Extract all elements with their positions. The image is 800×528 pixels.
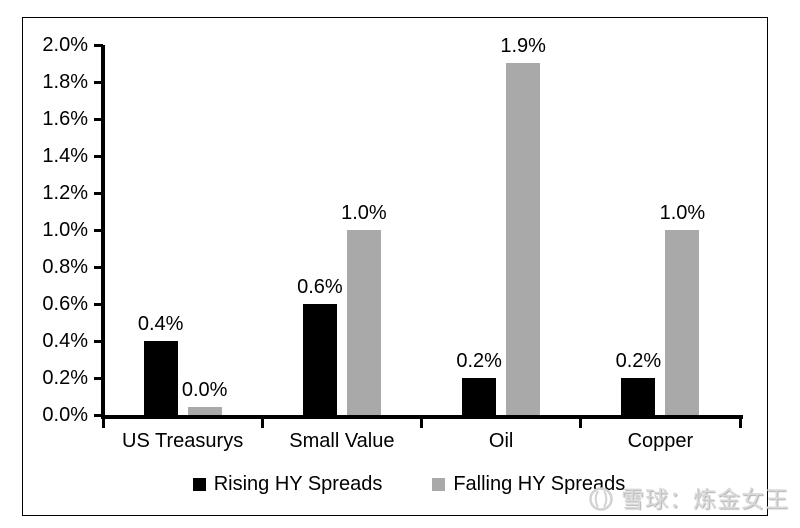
y-axis-line <box>101 45 105 419</box>
bar-falling <box>187 407 222 415</box>
bar-falling <box>506 63 541 415</box>
bar-value-label: 0.6% <box>297 276 343 298</box>
y-axis-tick-label: 0.8% <box>42 256 88 278</box>
y-axis-tick <box>94 43 103 47</box>
x-axis-tick <box>579 415 583 428</box>
legend-swatch-falling-icon <box>432 477 446 491</box>
y-axis-tick-label: 0.2% <box>42 367 88 389</box>
legend-label-rising: Rising HY Spreads <box>213 473 383 495</box>
y-axis-tick <box>94 80 103 84</box>
watermark: 雪球：炼金女王 <box>588 486 789 512</box>
legend-item-rising: Rising HY Spreads <box>192 473 383 495</box>
legend-item-falling: Falling HY Spreads <box>432 473 625 495</box>
category-label: Oil <box>488 430 514 452</box>
y-axis-tick <box>94 302 103 306</box>
y-axis-tick <box>94 191 103 195</box>
y-axis-tick-label: 1.4% <box>42 145 88 167</box>
category-label: US Treasurys <box>122 430 244 452</box>
x-axis-tick <box>260 415 264 428</box>
y-axis-tick <box>94 265 103 269</box>
bar-value-label: 0.2% <box>615 350 662 372</box>
legend: Rising HY Spreads Falling HY Spreads <box>36 473 782 495</box>
y-axis-tick-label: 1.2% <box>42 182 88 204</box>
bar-falling <box>346 230 381 415</box>
legend-label-falling: Falling HY Spreads <box>453 473 626 495</box>
bar-value-label: 0.2% <box>456 350 502 372</box>
bar-rising <box>462 378 497 415</box>
bar-value-label: 0.4% <box>137 313 184 335</box>
watermark-text: 雪球：炼金女王 <box>621 486 789 512</box>
y-axis-tick-label: 1.0% <box>42 219 88 241</box>
y-axis-tick-label: 0.0% <box>42 404 88 426</box>
bar-rising <box>143 341 178 415</box>
bar-value-label: 1.0% <box>341 202 387 224</box>
y-axis-tick-label: 0.6% <box>42 293 88 315</box>
bar-rising <box>621 378 656 415</box>
category-label: Small Value <box>289 430 395 452</box>
bar-rising <box>302 304 337 415</box>
y-axis-tick <box>94 413 103 417</box>
y-axis-tick-label: 2.0% <box>42 34 88 56</box>
bar-falling <box>665 230 700 415</box>
bar-value-label: 0.0% <box>181 379 228 401</box>
x-axis-tick <box>738 415 742 428</box>
xueqiu-logo-icon <box>588 486 614 512</box>
y-axis-tick <box>94 154 103 158</box>
x-axis-tick <box>420 415 423 428</box>
y-axis-tick-label: 1.6% <box>42 108 88 130</box>
y-axis-tick <box>94 228 103 232</box>
y-axis-tick <box>94 339 103 343</box>
legend-swatch-rising-icon <box>192 477 206 491</box>
y-axis-tick-label: 1.8% <box>42 71 88 93</box>
x-axis-tick <box>101 415 105 428</box>
category-label: Copper <box>627 430 694 452</box>
bar-value-label: 1.0% <box>659 202 706 224</box>
y-axis-tick-label: 0.4% <box>42 330 88 352</box>
y-axis-tick <box>94 376 103 380</box>
chart-frame <box>22 17 768 516</box>
bar-value-label: 1.9% <box>500 35 546 57</box>
y-axis-tick <box>94 117 103 121</box>
